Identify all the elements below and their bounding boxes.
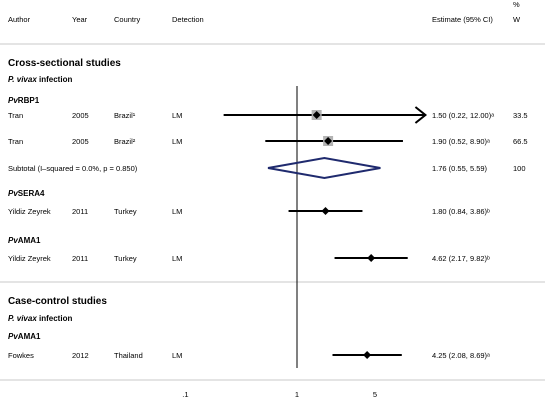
forest-row-group: PvSERA4 xyxy=(8,189,45,198)
section-title-case-control: Case-control studies xyxy=(8,296,107,307)
point-estimate xyxy=(324,137,333,145)
header-weight-pct: % xyxy=(513,0,520,9)
study-detection: LM xyxy=(172,137,182,146)
study-author: Yildiz Zeyrek xyxy=(8,254,51,263)
study-author: Tran xyxy=(8,137,23,146)
subtotal-weight: 100 xyxy=(513,164,526,173)
header-weight: W xyxy=(513,15,521,24)
point-estimate xyxy=(363,351,372,359)
group-label: PvAMA1 xyxy=(8,236,41,245)
estimate-ci-text: 4.25 (2.08, 8.69)ᵃ xyxy=(432,351,490,360)
study-author: Fowkes xyxy=(8,351,34,360)
forest-rows: PvRBP1 Tran 2005 Brazil¹ LM 1.50 (0.22, 12.00… xyxy=(8,96,528,360)
study-country: Brazil² xyxy=(114,137,136,146)
column-headers: Author Year Country Detection Estimate (… xyxy=(8,0,521,24)
point-estimate xyxy=(312,111,321,119)
study-year: 2011 xyxy=(72,207,88,216)
study-country: Thailand xyxy=(114,351,143,360)
header-year: Year xyxy=(72,15,88,24)
study-detection: LM xyxy=(172,351,182,360)
header-country: Country xyxy=(114,15,141,24)
study-author: Tran xyxy=(8,111,23,120)
study-country: Turkey xyxy=(114,254,137,263)
group-label: PvAMA1 xyxy=(8,332,41,341)
point-estimate xyxy=(321,207,330,215)
point-estimate xyxy=(367,254,376,262)
group-label: PvRBP1 xyxy=(8,96,40,105)
subtotal-label: Subtotal (I–squared = 0.0%, p = 0.850) xyxy=(8,164,138,173)
forest-row-study: Yildiz Zeyrek 2011 Turkey LM 1.80 (0.84, 3.8… xyxy=(8,207,490,216)
study-country: Turkey xyxy=(114,207,137,216)
study-detection: LM xyxy=(172,111,182,120)
study-year: 2005 xyxy=(72,111,89,120)
study-detection: LM xyxy=(172,207,182,216)
forest-row-study: Tran 2005 Brazil¹ LM 1.50 (0.22, 12.00)ᵃ 33.5 xyxy=(8,106,528,124)
study-author: Yildiz Zeyrek xyxy=(8,207,51,216)
estimate-ci-text: 4.62 (2.17, 9.82)ᵇ xyxy=(432,254,490,263)
forest-row-study: Fowkes 2012 Thailand LM 4.25 (2.08, 8.69)ᵃ xyxy=(8,351,490,360)
header-author: Author xyxy=(8,15,31,24)
study-year: 2012 xyxy=(72,351,89,360)
subtotal-diamond xyxy=(267,156,381,180)
study-detection: LM xyxy=(172,254,182,263)
group-label: PvSERA4 xyxy=(8,189,45,198)
ci-arrow xyxy=(414,106,428,124)
study-year: 2011 xyxy=(72,254,88,263)
forest-row-group: PvRBP1 xyxy=(8,96,40,105)
estimate-ci-text: 1.50 (0.22, 12.00)ᵃ xyxy=(432,111,494,120)
forest-row-study: Tran 2005 Brazil² LM 1.90 (0.52, 8.90)ᵃ 66.5 xyxy=(8,136,528,146)
section-infection-cross-sectional: P. vivax infection xyxy=(8,75,72,84)
section-infection-case-control: P. vivax infection xyxy=(8,314,72,323)
forest-row-group: PvAMA1 xyxy=(8,236,41,245)
x-tick-label: .1 xyxy=(182,390,188,399)
section-title-cross-sectional: Cross-sectional studies xyxy=(8,58,121,69)
x-tick-label: 5 xyxy=(373,390,377,399)
forest-row-group: PvAMA1 xyxy=(8,332,41,341)
study-country: Brazil¹ xyxy=(114,111,136,120)
study-weight: 66.5 xyxy=(513,137,528,146)
estimate-ci-text: 1.90 (0.52, 8.90)ᵃ xyxy=(432,137,490,146)
study-year: 2005 xyxy=(72,137,89,146)
estimate-ci-text: 1.80 (0.84, 3.86)ᵇ xyxy=(432,207,490,216)
estimate-ci-text: 1.76 (0.55, 5.59) xyxy=(432,164,488,173)
forest-row-study: Yildiz Zeyrek 2011 Turkey LM 4.62 (2.17, 9.8… xyxy=(8,254,490,263)
header-detection: Detection xyxy=(172,15,204,24)
x-axis: .1 1 5 xyxy=(182,86,377,399)
x-tick-label: 1 xyxy=(295,390,299,399)
study-weight: 33.5 xyxy=(513,111,528,120)
forest-row-subtotal: Subtotal (I–squared = 0.0%, p = 0.850) 1.… xyxy=(8,156,526,180)
header-estimate: Estimate (95% CI) xyxy=(432,15,493,24)
